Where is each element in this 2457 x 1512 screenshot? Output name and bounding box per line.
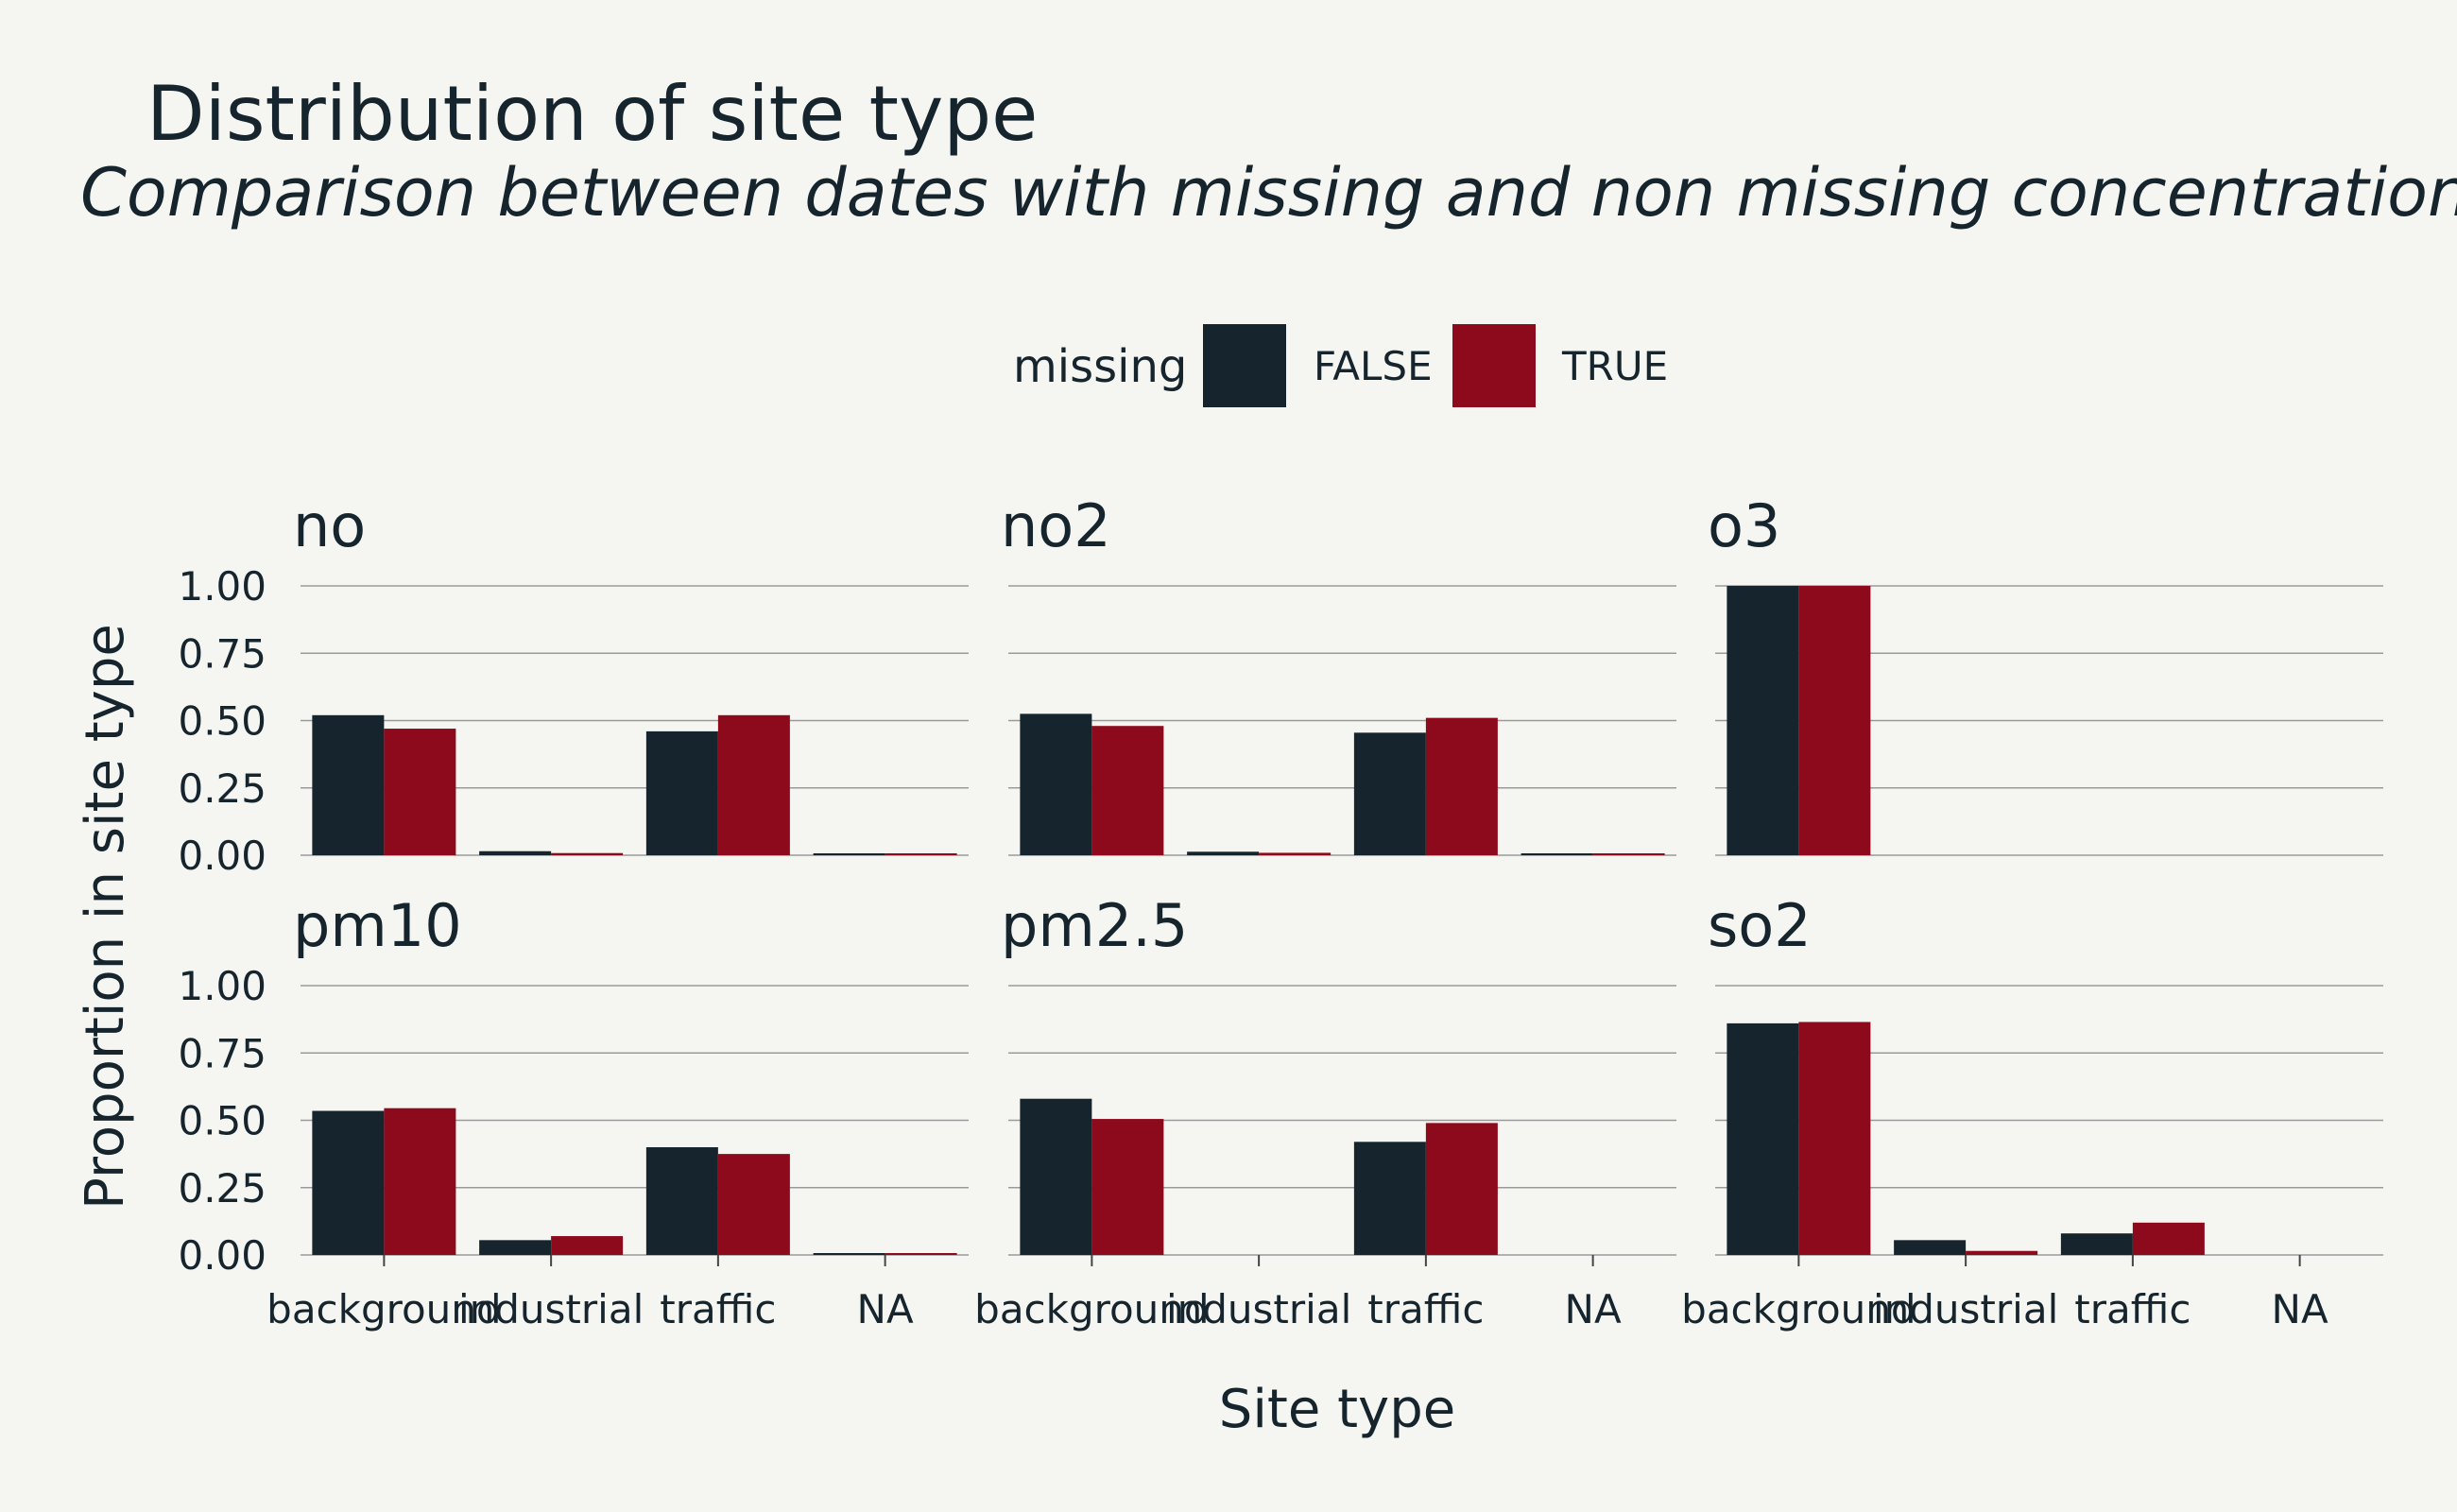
bar-true: [1425, 717, 1498, 855]
y-tick-label: 0.00: [178, 833, 266, 879]
bar-true: [1091, 726, 1164, 855]
y-tick-label: 0.50: [178, 1098, 266, 1144]
x-tick-label: NA: [2272, 1286, 2328, 1332]
x-tick-label: background: [974, 1286, 1209, 1332]
facet-pm10: pm10 0.00 0.25 0.50 0.75 1.00 backgroundindust…: [178, 891, 969, 1332]
bar-true: [1966, 1250, 2038, 1255]
x-tick-label: traffic: [2074, 1286, 2191, 1332]
y-tick-label: 0.50: [178, 698, 266, 745]
x-tick-label: NA: [1565, 1286, 1622, 1332]
x-tick-label: industrial: [1166, 1286, 1351, 1332]
bar-false: [1020, 713, 1092, 855]
bar-false: [813, 1253, 885, 1255]
facet-label: o3: [1708, 491, 1780, 560]
bar-false: [1187, 851, 1260, 855]
facet-label: so2: [1708, 891, 1812, 960]
bar-false: [1727, 586, 1799, 855]
bar-false: [813, 853, 885, 855]
legend-swatch-false: [1203, 324, 1286, 407]
bar-true: [717, 1154, 790, 1255]
facet-label: no2: [1001, 491, 1111, 560]
y-axis-title: Proportion in site type: [75, 624, 136, 1210]
bar-false: [312, 714, 385, 855]
bar-true: [384, 1108, 456, 1255]
bar-true: [2132, 1222, 2205, 1255]
facet-label: no: [293, 491, 366, 560]
facet-no2: no2: [1001, 491, 1676, 856]
bar-false: [1353, 1142, 1426, 1255]
bar-true: [717, 714, 790, 855]
legend-label-true: TRUE: [1561, 343, 1668, 389]
x-tick-label: traffic: [1367, 1286, 1484, 1332]
bar-false: [1353, 732, 1426, 855]
bar-false: [479, 850, 552, 855]
y-tick-label: 0.25: [178, 1165, 266, 1211]
x-tick-label: background: [266, 1286, 501, 1332]
bar-false: [2060, 1233, 2133, 1255]
bar-true: [885, 853, 957, 855]
legend-title: missing: [1013, 340, 1187, 393]
bar-true: [1091, 1119, 1164, 1255]
y-tick-label: 0.00: [178, 1232, 266, 1279]
bar-true: [1259, 852, 1332, 855]
y-tick-label: 0.75: [178, 1030, 266, 1076]
facet-label: pm2.5: [1001, 891, 1188, 960]
y-tick-label: 1.00: [178, 963, 266, 1009]
legend: missing FALSE TRUE: [1013, 324, 1668, 407]
bar-false: [645, 730, 718, 855]
y-tick-label: 0.75: [178, 630, 266, 677]
chart-subtitle: Comparison between dates with missing an…: [80, 154, 2457, 232]
y-tick-label: 1.00: [178, 563, 266, 610]
x-tick-label: traffic: [660, 1286, 776, 1332]
x-tick-label: background: [1681, 1286, 1916, 1332]
facet-o3: o3: [1708, 491, 2383, 856]
bar-false: [645, 1147, 718, 1255]
x-axis-title: Site type: [1219, 1379, 1455, 1440]
facet-label: pm10: [293, 891, 462, 960]
legend-label-false: FALSE: [1314, 343, 1433, 389]
bar-false: [479, 1240, 552, 1255]
bar-false: [1894, 1240, 1967, 1255]
x-tick-label: industrial: [458, 1286, 644, 1332]
facet-panels: no 0.00 0.25 0.50 0.75 1.00 no2 o3 pm10 0.00 0.25 0…: [178, 491, 2383, 1332]
facet-no: no 0.00 0.25 0.50 0.75 1.00: [178, 491, 969, 879]
bar-true: [1592, 853, 1665, 855]
bar-true: [1798, 1022, 1871, 1255]
bar-true: [384, 729, 456, 855]
bar-true: [551, 1236, 624, 1255]
bar-false: [1020, 1098, 1092, 1255]
bar-false: [312, 1110, 385, 1255]
y-tick-label: 0.25: [178, 765, 266, 812]
bar-true: [551, 852, 624, 855]
bar-false: [1727, 1022, 1799, 1255]
bar-true: [1425, 1123, 1498, 1255]
legend-swatch-true: [1452, 324, 1536, 407]
bar-false: [1521, 853, 1593, 855]
x-tick-label: NA: [857, 1286, 914, 1332]
bar-true: [1798, 586, 1871, 855]
chart-title: Distribution of site type: [146, 70, 1038, 158]
bar-true: [885, 1253, 957, 1255]
x-tick-label: industrial: [1873, 1286, 2058, 1332]
